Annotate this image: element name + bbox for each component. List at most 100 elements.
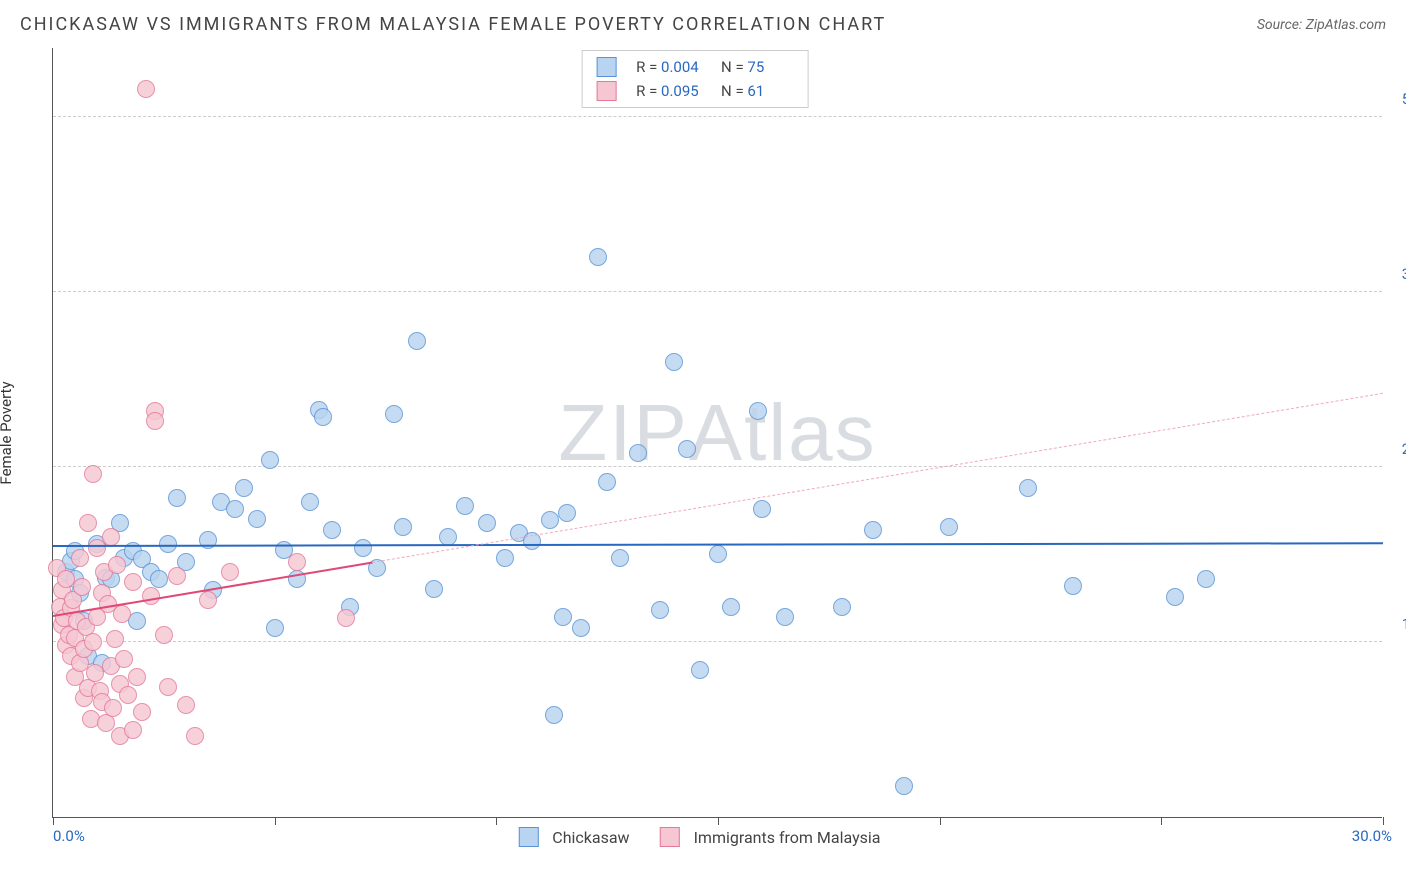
- data-point: [1197, 570, 1215, 588]
- data-point: [155, 626, 173, 644]
- data-point: [137, 80, 155, 98]
- x-tick: [275, 817, 276, 825]
- data-point: [221, 563, 239, 581]
- data-point: [115, 650, 133, 668]
- data-point: [186, 727, 204, 745]
- data-point: [572, 619, 590, 637]
- data-point: [266, 619, 284, 637]
- stat-r-label: R = 0.095: [636, 82, 707, 100]
- data-point: [478, 514, 496, 532]
- data-point: [611, 549, 629, 567]
- stat-n-value: 75: [747, 58, 793, 76]
- data-point: [554, 608, 572, 626]
- chart-title: CHICKASAW VS IMMIGRANTS FROM MALAYSIA FE…: [20, 14, 886, 35]
- y-tick-label: 25.0%: [1387, 440, 1406, 458]
- stats-legend-row: R = 0.095 N = 61: [596, 79, 793, 103]
- data-point: [84, 465, 102, 483]
- data-point: [408, 332, 426, 350]
- data-point: [146, 412, 164, 430]
- gridline: [53, 641, 1382, 642]
- x-tick: [53, 817, 54, 825]
- data-point: [895, 777, 913, 795]
- data-point: [104, 699, 122, 717]
- data-point: [496, 549, 514, 567]
- data-point: [102, 528, 120, 546]
- legend-swatch: [596, 57, 616, 77]
- data-point: [541, 511, 559, 529]
- x-axis-min-label: 0.0%: [53, 827, 85, 845]
- x-tick: [940, 817, 941, 825]
- data-point: [128, 668, 146, 686]
- data-point: [168, 489, 186, 507]
- chart-header: CHICKASAW VS IMMIGRANTS FROM MALAYSIA FE…: [0, 0, 1406, 43]
- data-point: [753, 500, 771, 518]
- data-point: [749, 402, 767, 420]
- data-point: [128, 612, 146, 630]
- source-label: Source: ZipAtlas.com: [1257, 17, 1386, 33]
- scatter-plot: ZIPAtlas R = 0.004N = 75R = 0.095N = 61 …: [52, 48, 1382, 818]
- data-point: [124, 721, 142, 739]
- stat-r-value: 0.095: [661, 82, 707, 100]
- stat-n-value: 61: [747, 82, 793, 100]
- data-point: [199, 591, 217, 609]
- data-point: [709, 545, 727, 563]
- x-tick: [718, 817, 719, 825]
- stat-n-label: N = 61: [721, 82, 793, 100]
- gridline: [53, 291, 1382, 292]
- data-point: [235, 479, 253, 497]
- data-point: [598, 473, 616, 491]
- legend-label: Immigrants from Malaysia: [694, 828, 881, 847]
- data-point: [113, 605, 131, 623]
- data-point: [722, 598, 740, 616]
- data-point: [79, 514, 97, 532]
- data-point: [108, 556, 126, 574]
- data-point: [394, 518, 412, 536]
- y-tick-label: 37.5%: [1387, 265, 1406, 283]
- x-tick: [1383, 817, 1384, 825]
- data-point: [159, 678, 177, 696]
- stat-n-label: N = 75: [721, 58, 793, 76]
- stat-r-label: R = 0.004: [636, 58, 707, 76]
- data-point: [651, 601, 669, 619]
- data-point: [168, 567, 186, 585]
- data-point: [691, 661, 709, 679]
- stats-legend-row: R = 0.004 N = 75: [596, 55, 793, 79]
- data-point: [629, 444, 647, 462]
- stat-r-value: 0.004: [661, 58, 707, 76]
- data-point: [940, 518, 958, 536]
- data-point: [665, 353, 683, 371]
- y-axis-label: Female Poverty: [0, 381, 15, 484]
- data-point: [425, 580, 443, 598]
- watermark-left: ZIP: [558, 388, 688, 477]
- data-point: [261, 451, 279, 469]
- data-point: [142, 587, 160, 605]
- data-point: [248, 510, 266, 528]
- data-point: [678, 440, 696, 458]
- data-point: [589, 248, 607, 266]
- data-point: [1064, 577, 1082, 595]
- data-point: [558, 504, 576, 522]
- data-point: [833, 598, 851, 616]
- data-point: [124, 573, 142, 591]
- data-point: [177, 696, 195, 714]
- data-point: [119, 686, 137, 704]
- gridline: [53, 466, 1382, 467]
- data-point: [776, 608, 794, 626]
- data-point: [1019, 479, 1037, 497]
- data-point: [1166, 588, 1184, 606]
- x-tick: [1161, 817, 1162, 825]
- data-point: [150, 570, 168, 588]
- data-point: [314, 408, 332, 426]
- data-point: [301, 493, 319, 511]
- data-point: [106, 630, 124, 648]
- data-point: [354, 539, 372, 557]
- legend-item: Immigrants from Malaysia: [660, 827, 881, 847]
- data-point: [456, 497, 474, 515]
- series-legend: Chickasaw Immigrants from Malaysia: [518, 827, 880, 847]
- y-tick-label: 12.5%: [1387, 615, 1406, 633]
- legend-swatch: [660, 827, 680, 847]
- legend-swatch: [596, 81, 616, 101]
- data-point: [385, 405, 403, 423]
- legend-item: Chickasaw: [518, 827, 629, 847]
- stats-legend: R = 0.004 N = 75 R = 0.095 N = 61: [581, 50, 808, 108]
